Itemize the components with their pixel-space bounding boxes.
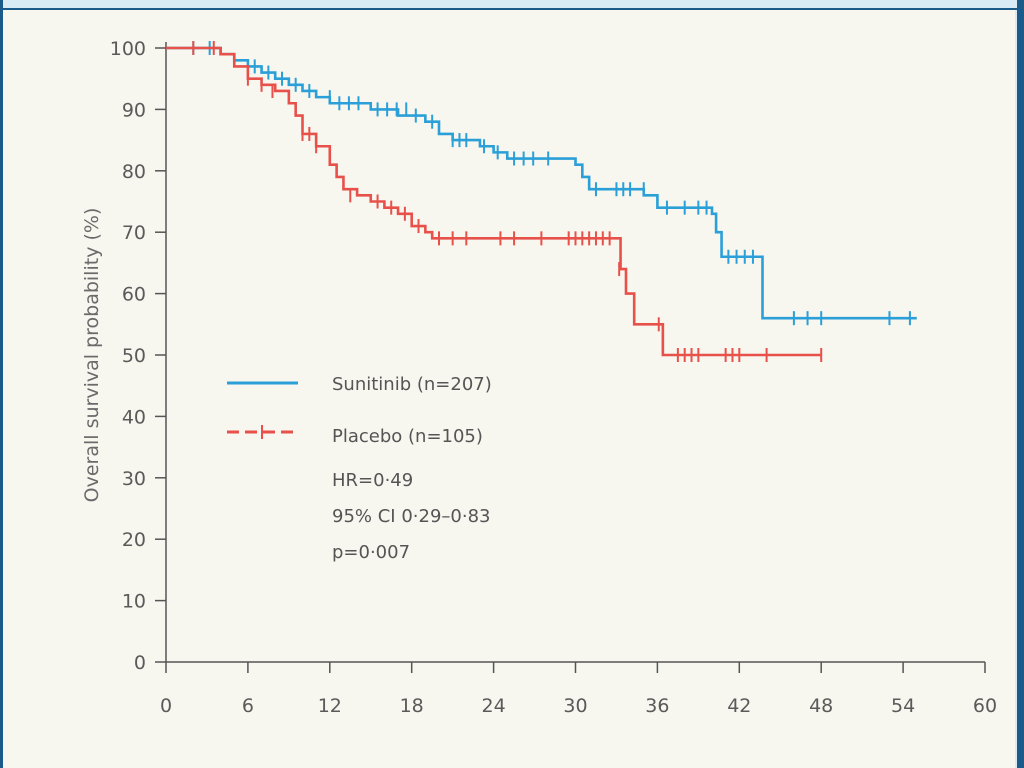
y-tick-label: 20 — [122, 529, 146, 551]
stats-annotation: HR=0·49 95% CI 0·29–0·83 p=0·007 — [332, 470, 490, 563]
x-tick-label: 54 — [891, 695, 915, 717]
x-tick-label: 0 — [160, 695, 172, 717]
y-tick-label: 100 — [110, 38, 146, 60]
confidence-interval-text: 95% CI 0·29–0·83 — [332, 506, 490, 527]
right-frame-border — [1017, 0, 1024, 768]
x-tick-label: 24 — [482, 695, 506, 717]
left-frame-border — [0, 0, 3, 768]
y-tick-label: 70 — [122, 222, 146, 244]
x-tick-label: 60 — [973, 695, 997, 717]
series-placebo — [166, 41, 823, 362]
legend-label-placebo: Placebo (n=105) — [332, 426, 483, 447]
x-tick-label: 12 — [318, 695, 342, 717]
legend: Sunitinib (n=207) Placebo (n=105) — [227, 374, 492, 447]
x-tick-label: 6 — [242, 695, 254, 717]
survival-curve — [166, 46, 822, 357]
x-tick-label: 48 — [809, 695, 833, 717]
y-tick-label: 30 — [122, 468, 146, 490]
x-tick-label: 30 — [563, 695, 587, 717]
y-axis-label: Overall survival probability (%) — [81, 208, 103, 503]
legend-label-sunitinib: Sunitinib (n=207) — [332, 374, 492, 395]
series-sunitinib — [166, 41, 917, 326]
top-frame-bar — [0, 0, 1024, 10]
y-tick-label: 0 — [134, 652, 146, 674]
x-tick-label: 36 — [645, 695, 669, 717]
y-tick-label: 80 — [122, 161, 146, 183]
y-tick-label: 90 — [122, 99, 146, 121]
y-tick-label: 60 — [122, 284, 146, 306]
y-tick-label: 50 — [122, 345, 146, 367]
x-tick-label: 42 — [727, 695, 751, 717]
survival-curve — [166, 46, 917, 320]
hazard-ratio-text: HR=0·49 — [332, 470, 413, 491]
x-tick-label: 18 — [400, 695, 424, 717]
y-tick-label: 40 — [122, 406, 146, 428]
chart-axes: 0 10 20 30 40 50 60 70 80 90 100 0 6 12 18 24 30 36 42 48 54… — [110, 38, 997, 717]
right-frame-inner — [1015, 10, 1017, 768]
series-layer — [166, 41, 917, 362]
y-tick-label: 10 — [122, 591, 146, 613]
p-value-text: p=0·007 — [332, 542, 410, 563]
legend-swatch-placebo — [227, 425, 298, 439]
